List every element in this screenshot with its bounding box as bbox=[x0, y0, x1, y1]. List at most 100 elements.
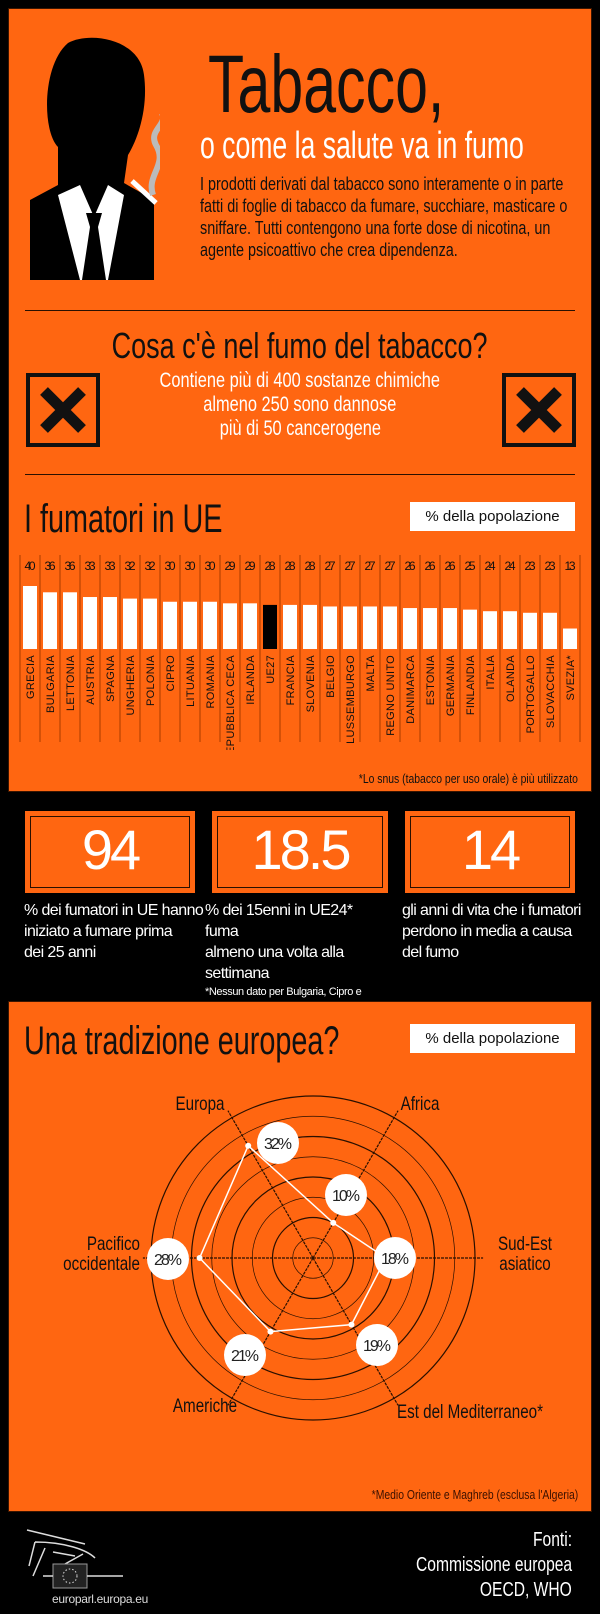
bar-value-label: 32 bbox=[125, 559, 136, 573]
sources: Fonti: Commissione europea OECD, WHO bbox=[415, 1529, 572, 1601]
bar bbox=[63, 592, 77, 649]
value-bubble bbox=[224, 1334, 266, 1376]
bar-value-label: 27 bbox=[325, 559, 336, 573]
bar-category-label: ITALIA bbox=[485, 655, 497, 690]
bar-value-label: 24 bbox=[485, 559, 496, 573]
bar-category-label: PORTOGALLO bbox=[525, 655, 537, 734]
bar bbox=[223, 603, 237, 649]
radar-point bbox=[330, 1219, 337, 1226]
bar-value-label: 25 bbox=[465, 559, 476, 573]
bar-category-label: LUSSEMBURGO bbox=[345, 655, 357, 744]
stat-box: 18.5 bbox=[212, 811, 388, 893]
bar-chart-unit-label: % della popolazione bbox=[410, 502, 575, 531]
bar-value-label: 36 bbox=[65, 559, 76, 573]
bar bbox=[403, 608, 417, 649]
bar-value-label: 33 bbox=[105, 559, 116, 573]
value-bubble-label: 10% bbox=[332, 1188, 360, 1205]
smoker-silhouette-icon bbox=[30, 37, 160, 280]
bar-category-label: REGNO UNITO bbox=[385, 655, 397, 736]
radar-chart-footnote: *Medio Oriente e Maghreb (esclusa l'Alge… bbox=[371, 1487, 578, 1502]
radar-chart-unit-label: % della popolazione bbox=[410, 1024, 575, 1053]
stat-caption: % dei fumatori in UE hanno iniziato a fu… bbox=[24, 902, 204, 961]
bar-value-label: 30 bbox=[205, 559, 216, 573]
divider bbox=[25, 474, 575, 475]
smoke-heading: Cosa c'è nel fumo del tabacco? bbox=[112, 325, 488, 366]
bar-category-label: BELGIO bbox=[325, 655, 337, 698]
bar bbox=[163, 601, 177, 649]
bar-category-label: AUSTRIA bbox=[85, 655, 97, 705]
bar-category-label: IRLANDA bbox=[245, 655, 257, 705]
bar bbox=[423, 608, 437, 649]
bar bbox=[443, 608, 457, 649]
bar bbox=[523, 612, 537, 649]
intro-text: I prodotti derivati dal tabacco sono int… bbox=[200, 174, 568, 260]
bar bbox=[563, 628, 577, 649]
bar-value-label: 24 bbox=[505, 559, 516, 573]
bar-category-label: POLONIA bbox=[145, 655, 157, 706]
bar-chart-title: I fumatori in UE bbox=[24, 497, 223, 541]
value-bubble bbox=[257, 1122, 299, 1164]
bar-category-label: OLANDA bbox=[505, 655, 517, 702]
bar-value-label: 28 bbox=[285, 559, 296, 573]
smoke-line: Contiene più di 400 sostanze chimiche bbox=[159, 369, 441, 392]
bar bbox=[283, 604, 297, 649]
tradition-panel bbox=[8, 1001, 592, 1512]
bar bbox=[143, 598, 157, 649]
bar-value-label: 36 bbox=[45, 559, 56, 573]
radar-category-label: Sud-Est asiatico bbox=[498, 1232, 552, 1274]
bar-value-label: 23 bbox=[525, 559, 536, 573]
bar-category-label: SVEZIA* bbox=[565, 655, 577, 701]
bar bbox=[303, 604, 317, 649]
bar-value-label: 27 bbox=[385, 559, 396, 573]
radar-point bbox=[267, 1328, 274, 1335]
bar-value-label: 30 bbox=[165, 559, 176, 573]
footer-url[interactable]: europarl.europa.eu bbox=[52, 1592, 149, 1606]
value-bubble-label: 19% bbox=[363, 1338, 391, 1355]
radar-axis bbox=[227, 1110, 314, 1259]
bar-value-label: 40 bbox=[25, 559, 36, 573]
radar-point bbox=[245, 1142, 252, 1149]
bar-value-label: 32 bbox=[145, 559, 156, 573]
value-bubble-label: 21% bbox=[231, 1348, 259, 1365]
bar-chart: 40 GRECIA 36 BULGARIA 36 LETTONIA 33 AUSTRIA 33 S… bbox=[19, 555, 581, 750]
bar bbox=[103, 597, 117, 649]
bar-category-label: GRECIA bbox=[25, 655, 37, 699]
stat-caption: gli anni di vita che i fumatori perdono … bbox=[402, 902, 581, 961]
bar-value-label: 26 bbox=[425, 559, 436, 573]
bar-category-label: CIPRO bbox=[165, 655, 177, 691]
bar-value-label: 29 bbox=[245, 559, 256, 573]
radar-point bbox=[348, 1321, 355, 1328]
bar-category-label: LITUANIA bbox=[185, 655, 197, 707]
bar-value-label: 28 bbox=[305, 559, 316, 573]
value-bubble bbox=[147, 1238, 189, 1280]
bar-value-label: 26 bbox=[445, 559, 456, 573]
radar-point bbox=[196, 1255, 203, 1261]
value-bubble-label: 32% bbox=[264, 1136, 292, 1153]
bar-category-label: UE27 bbox=[265, 655, 277, 684]
bar bbox=[23, 586, 37, 649]
bar-value-label: 13 bbox=[565, 559, 576, 573]
bar-category-label: FRANCIA bbox=[285, 655, 297, 706]
bar bbox=[383, 606, 397, 649]
stat-box: 94 bbox=[25, 811, 195, 893]
value-bubble bbox=[374, 1237, 416, 1279]
bar bbox=[503, 611, 517, 649]
bar-category-label: GERMANIA bbox=[445, 655, 457, 716]
bar bbox=[83, 597, 97, 649]
stat-box: 14 bbox=[405, 811, 575, 893]
bar-category-label: SLOVACCHIA bbox=[545, 655, 557, 728]
bar bbox=[183, 601, 197, 649]
bar-category-label: REPUBBLICA CECA bbox=[225, 655, 237, 750]
bar-category-label: FINLANDIA bbox=[465, 655, 477, 716]
bar bbox=[463, 609, 477, 649]
value-bubble-label: 18% bbox=[381, 1251, 409, 1268]
radar-category-label: Africa bbox=[401, 1092, 440, 1114]
european-parliament-logo bbox=[26, 1529, 123, 1589]
bar-value-label: 28 bbox=[265, 559, 276, 573]
bar bbox=[243, 603, 257, 649]
radar-category-label: Est del Mediterraneo* bbox=[397, 1400, 543, 1422]
radar-category-label: Americhe bbox=[173, 1394, 237, 1416]
page-subtitle: o come la salute va in fumo bbox=[200, 125, 524, 167]
value-bubble bbox=[356, 1324, 398, 1366]
bar-category-label: SPAGNA bbox=[105, 655, 117, 702]
